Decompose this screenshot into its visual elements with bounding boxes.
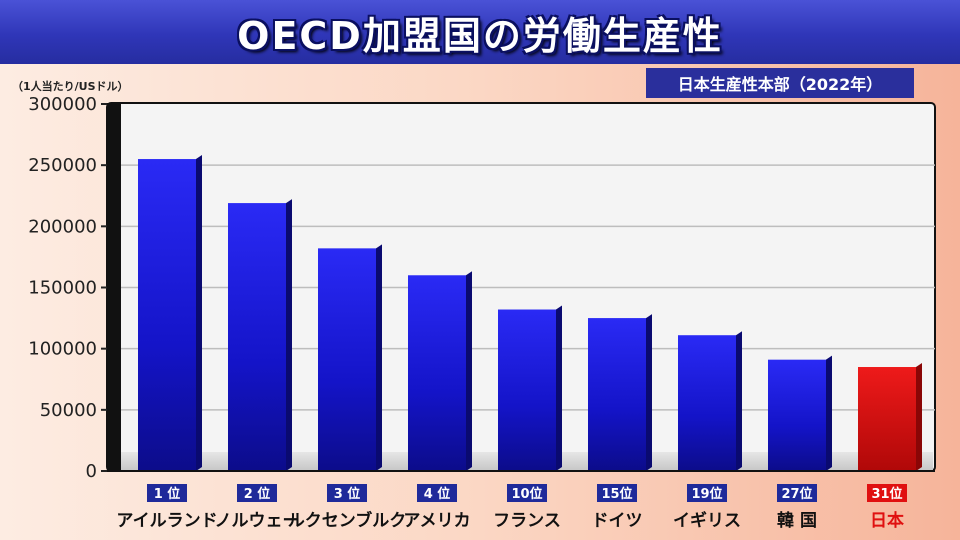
rank-label: 1 位 — [154, 486, 181, 502]
rank-badge — [417, 484, 457, 502]
category-label: イギリス — [673, 511, 741, 531]
y-tick-label: 200000 — [28, 216, 97, 237]
rank-badge — [237, 484, 277, 502]
y-axis-unit-label: （1人当たり/USドル） — [12, 80, 129, 93]
source-label: 日本生産性本部（2022年） — [646, 68, 914, 98]
category-label: 韓 国 — [777, 510, 817, 531]
y-tick-label: 250000 — [28, 155, 97, 176]
rank-badge — [507, 484, 547, 502]
title-banner: OECD加盟国の労働生産性 — [0, 0, 960, 64]
rank-label: 10位 — [511, 486, 542, 502]
category-label: ノルウェー — [215, 511, 300, 531]
category-label: 日本 — [870, 510, 904, 531]
bar-side — [286, 199, 292, 471]
y-tick-label: 300000 — [28, 94, 97, 115]
bar-side — [376, 244, 382, 471]
rank-label: 19位 — [691, 486, 722, 502]
rank-badge — [327, 484, 367, 502]
bar-side — [826, 355, 832, 471]
rank-label: 31位 — [871, 486, 902, 502]
y-tick-label: 0 — [86, 461, 97, 482]
rank-badge — [777, 484, 817, 502]
bar-side — [646, 314, 652, 471]
bar-side — [196, 155, 202, 472]
bar — [408, 275, 466, 471]
page-title: OECD加盟国の労働生産性 — [237, 13, 723, 58]
rank-label: 27位 — [781, 486, 812, 502]
rank-label: 4 位 — [424, 486, 451, 502]
category-label: ドイツ — [592, 511, 643, 531]
bar — [678, 335, 736, 471]
y-tick-label: 50000 — [40, 400, 97, 421]
bar — [318, 248, 376, 471]
bar — [588, 318, 646, 471]
bar-side — [736, 331, 742, 471]
y-tick-label: 100000 — [28, 339, 97, 360]
category-label: アイルランド — [116, 511, 217, 531]
bar-side — [556, 305, 562, 471]
rank-label: 2 位 — [244, 486, 271, 502]
rank-badge — [687, 484, 727, 502]
category-label: ルクセンブルク — [288, 510, 407, 531]
category-label: フランス — [493, 511, 561, 531]
rank-badge — [147, 484, 187, 502]
rank-badge — [867, 484, 907, 502]
bar — [858, 367, 916, 471]
bar — [138, 159, 196, 472]
rank-label: 15位 — [601, 486, 632, 502]
rank-badge — [597, 484, 637, 502]
y-tick-label: 150000 — [28, 278, 97, 299]
category-label: アメリカ — [403, 511, 470, 531]
bar-side — [466, 271, 472, 471]
bar — [768, 359, 826, 471]
plot-left-wall — [107, 103, 121, 471]
bar — [228, 203, 286, 471]
bar — [498, 309, 556, 471]
rank-label: 3 位 — [334, 486, 361, 502]
bar-side — [916, 363, 922, 471]
